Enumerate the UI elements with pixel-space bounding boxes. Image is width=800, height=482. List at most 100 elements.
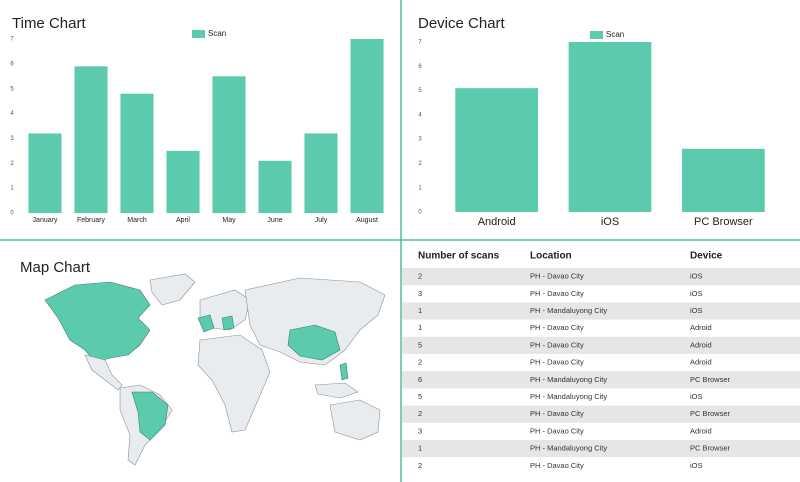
x-tick-label: Android <box>478 216 516 228</box>
bar <box>568 42 652 212</box>
table-row-bg <box>402 302 800 320</box>
y-tick-label: 7 <box>10 37 14 43</box>
table-cell: iOS <box>690 272 703 281</box>
bar <box>212 76 246 214</box>
x-tick-label: February <box>77 217 106 224</box>
table-cell: 1 <box>418 444 422 453</box>
y-tick-label: 1 <box>10 186 14 192</box>
table-header: Location <box>530 251 572 262</box>
table-cell: iOS <box>690 306 703 315</box>
table-row-bg <box>402 336 800 354</box>
australia <box>329 399 381 441</box>
bar <box>455 88 539 212</box>
table-cell: PH - Davao City <box>530 409 584 418</box>
y-tick-label: 3 <box>418 137 422 143</box>
table-cell: PC Browser <box>690 444 731 453</box>
table-cell: Adroid <box>690 358 712 367</box>
y-tick-label: 2 <box>418 161 422 167</box>
bar <box>681 148 765 212</box>
asia <box>244 277 386 366</box>
table-cell: 2 <box>418 272 422 281</box>
bar <box>28 133 62 213</box>
table-cell: PH - Davao City <box>530 323 584 332</box>
table-cell: PH - Davao City <box>530 340 584 349</box>
y-tick-label: 3 <box>10 136 14 142</box>
brazil <box>131 391 169 441</box>
bar <box>120 93 154 213</box>
table-cell: PH - Davao City <box>530 358 584 367</box>
x-tick-label: June <box>267 217 282 224</box>
table-row-bg <box>402 440 800 458</box>
table-cell: PH - Mandaluyong City <box>530 306 607 315</box>
central-america <box>84 354 123 391</box>
table-cell: PH - Davao City <box>530 461 584 470</box>
map-title: Map Chart <box>20 259 91 276</box>
x-tick-label: August <box>356 217 378 224</box>
bar <box>166 150 200 213</box>
bar <box>74 66 108 213</box>
y-tick-label: 5 <box>418 88 422 94</box>
chart-title: Time Chart <box>12 15 86 32</box>
y-tick-label: 5 <box>10 86 14 92</box>
table-cell: 2 <box>418 409 422 418</box>
chart-title: Device Chart <box>418 15 506 32</box>
table-cell: PC Browser <box>690 409 731 418</box>
table-cell: 3 <box>418 289 422 298</box>
table-cell: Adroid <box>690 426 712 435</box>
table-cell: 2 <box>418 461 422 470</box>
bar <box>350 39 384 213</box>
table-cell: iOS <box>690 289 703 298</box>
y-tick-label: 0 <box>10 211 14 217</box>
y-tick-label: 4 <box>10 111 14 117</box>
table-cell: 6 <box>418 375 422 384</box>
table-cell: iOS <box>690 392 703 401</box>
y-tick-label: 2 <box>10 161 14 167</box>
y-tick-label: 6 <box>10 61 14 67</box>
legend-swatch <box>192 30 205 38</box>
bar <box>304 133 338 213</box>
table-row-bg <box>402 268 800 286</box>
x-tick-label: PC Browser <box>694 216 753 228</box>
bar <box>258 160 292 213</box>
china <box>287 324 341 361</box>
table-cell: PH - Davao City <box>530 272 584 281</box>
table-cell: PH - Mandaluyong City <box>530 392 607 401</box>
table-row-bg <box>402 405 800 423</box>
x-tick-label: March <box>127 217 147 224</box>
table-cell: PC Browser <box>690 375 731 384</box>
europe-highlight <box>197 314 235 333</box>
x-tick-label: April <box>176 217 190 224</box>
table-cell: 2 <box>418 358 422 367</box>
africa <box>197 334 271 433</box>
legend-label: Scan <box>208 29 226 38</box>
y-tick-label: 4 <box>418 112 422 118</box>
legend-swatch <box>590 31 603 39</box>
table-header: Number of scans <box>418 251 500 262</box>
table-row-bg <box>402 371 800 389</box>
x-tick-label: iOS <box>601 216 619 228</box>
table-header: Device <box>690 251 723 262</box>
y-tick-label: 6 <box>418 64 422 70</box>
greenland <box>149 273 196 306</box>
table-cell: 3 <box>418 426 422 435</box>
y-tick-label: 1 <box>418 185 422 191</box>
table-cell: PH - Davao City <box>530 426 584 435</box>
legend-label: Scan <box>606 30 624 39</box>
table-cell: 5 <box>418 392 422 401</box>
table-cell: Adroid <box>690 340 712 349</box>
table-cell: PH - Mandaluyong City <box>530 375 607 384</box>
table-cell: 1 <box>418 323 422 332</box>
table-cell: Adroid <box>690 323 712 332</box>
y-tick-label: 0 <box>418 210 422 216</box>
table-cell: 5 <box>418 340 422 349</box>
table-cell: 1 <box>418 306 422 315</box>
y-tick-label: 7 <box>418 40 422 46</box>
x-tick-label: July <box>315 217 328 224</box>
indonesia <box>314 382 359 399</box>
table-cell: PH - Davao City <box>530 289 584 298</box>
north-america <box>44 281 151 363</box>
x-tick-label: May <box>222 217 236 224</box>
x-tick-label: January <box>33 217 58 224</box>
world-map: Map Chart <box>20 259 386 466</box>
